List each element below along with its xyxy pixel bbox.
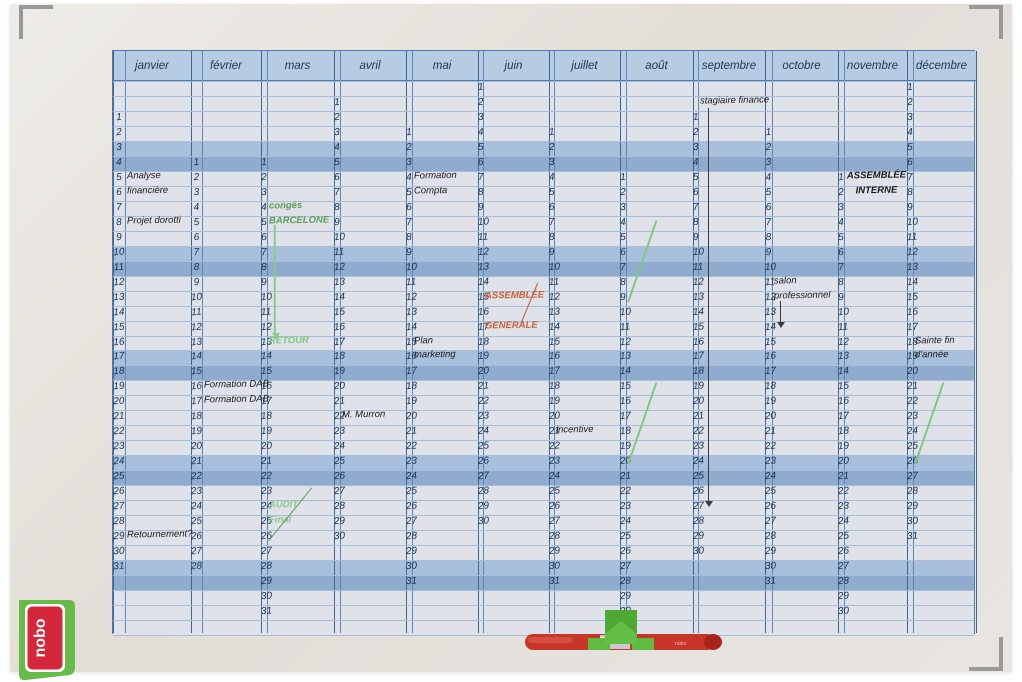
svg-text:nobo: nobo	[32, 618, 49, 657]
svg-text:nobo: nobo	[675, 641, 686, 647]
